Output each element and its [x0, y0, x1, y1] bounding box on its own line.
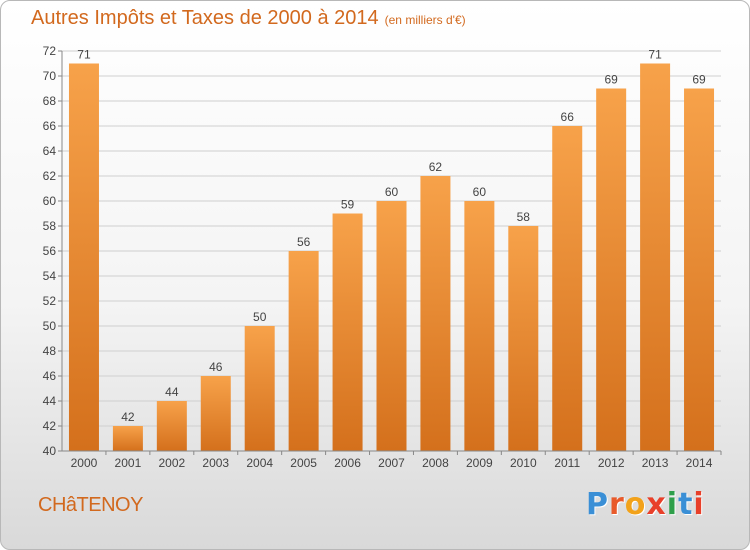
x-tick-label: 2005 — [290, 456, 317, 470]
data-label: 50 — [253, 310, 267, 324]
city-name: CHâTENOY — [38, 494, 143, 516]
y-tick-label: 70 — [43, 69, 57, 83]
bar — [68, 63, 99, 451]
bar — [552, 126, 583, 451]
y-tick-label: 68 — [43, 94, 57, 108]
axes: 40 42 44 46 48 50 52 54 56 58 60 62 64 66 68 70 72 2000 20… — [43, 44, 722, 470]
bar — [684, 88, 715, 451]
y-tick-label: 48 — [43, 344, 57, 358]
bars — [68, 63, 715, 451]
bar — [112, 426, 143, 451]
x-tick-label: 2008 — [422, 456, 449, 470]
data-label: 60 — [385, 185, 399, 199]
y-tick-label: 46 — [43, 369, 57, 383]
data-label: 69 — [604, 73, 618, 87]
chart-title: Autres Impôts et Taxes de 2000 à 2014 (en… — [31, 7, 466, 30]
bar — [464, 201, 495, 451]
y-tick-label: 40 — [43, 444, 57, 458]
data-label: 56 — [297, 235, 311, 249]
data-label: 59 — [341, 198, 355, 212]
y-tick-label: 58 — [43, 219, 57, 233]
logo-letter: P — [586, 487, 609, 522]
y-tick-label: 44 — [43, 394, 57, 408]
bar — [596, 88, 627, 451]
data-label: 69 — [692, 73, 706, 87]
proxiti-logo: Proxiti — [586, 487, 705, 522]
bar — [640, 63, 671, 451]
y-tick-label: 54 — [43, 269, 57, 283]
chart-title-text: Autres Impôts et Taxes de 2000 à 2014 — [31, 7, 379, 29]
logo-letter: o — [624, 487, 647, 522]
bar — [332, 213, 363, 451]
y-tick-label: 56 — [43, 244, 57, 258]
x-tick-label: 2013 — [642, 456, 669, 470]
x-tick-label: 2009 — [466, 456, 493, 470]
logo-letter: x — [646, 487, 667, 522]
x-tick-label: 2002 — [158, 456, 185, 470]
data-label: 71 — [77, 48, 91, 62]
chart-subtitle: (en milliers d'€) — [384, 13, 466, 27]
y-tick-label: 60 — [43, 194, 57, 208]
x-tick-label: 2003 — [202, 456, 229, 470]
data-labels: 71 42 44 46 50 56 59 60 62 60 58 66 69 71 69 — [77, 48, 706, 425]
logo-letter: t — [678, 487, 694, 522]
data-label: 46 — [209, 360, 223, 374]
y-tick-label: 66 — [43, 119, 57, 133]
x-tick-label: 2004 — [246, 456, 273, 470]
y-tick-label: 72 — [43, 44, 57, 58]
x-tick-label: 2000 — [71, 456, 98, 470]
bar — [420, 176, 451, 451]
bar — [508, 226, 539, 451]
x-tick-label: 2012 — [598, 456, 625, 470]
x-tick-label: 2001 — [115, 456, 142, 470]
logo-letter: i — [693, 487, 705, 522]
data-label: 60 — [473, 185, 487, 199]
y-tick-label: 52 — [43, 294, 57, 308]
x-tick-label: 2007 — [378, 456, 405, 470]
x-tick-label: 2011 — [554, 456, 580, 470]
data-label: 58 — [517, 210, 531, 224]
x-tick-label: 2014 — [686, 456, 713, 470]
y-tick-label: 64 — [43, 144, 57, 158]
y-tick-label: 50 — [43, 319, 57, 333]
bar — [376, 201, 407, 451]
data-label: 42 — [121, 410, 135, 424]
data-label: 62 — [429, 160, 443, 174]
x-tick-label: 2006 — [334, 456, 361, 470]
bar — [200, 376, 231, 451]
logo-letter: i — [666, 487, 679, 522]
data-label: 66 — [561, 110, 575, 124]
bar — [156, 401, 187, 451]
y-tick-label: 62 — [43, 169, 57, 183]
y-tick-label: 42 — [43, 419, 57, 433]
logo-letter: r — [609, 487, 625, 522]
x-tick-label: 2010 — [510, 456, 537, 470]
bar — [244, 326, 275, 451]
data-label: 71 — [648, 48, 662, 62]
data-label: 44 — [165, 385, 179, 399]
bar — [288, 251, 319, 451]
